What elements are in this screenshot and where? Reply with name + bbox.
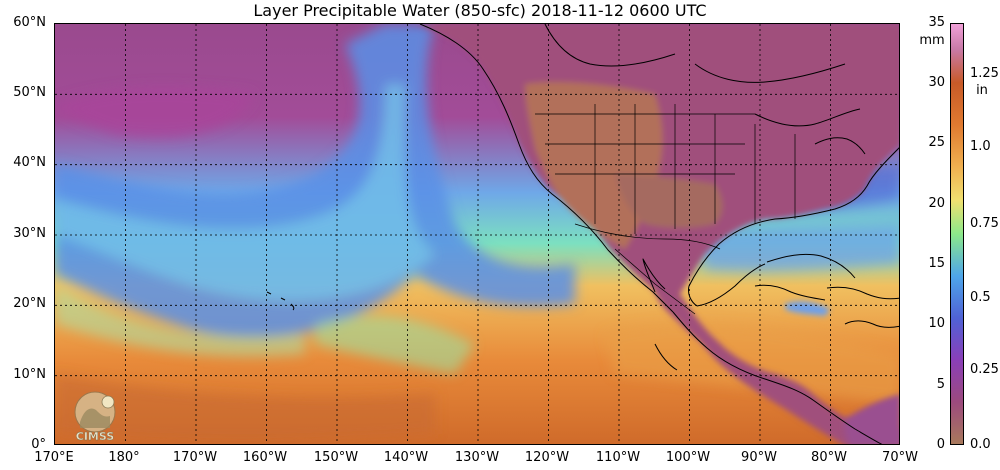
lon-label-80w: 80°W (811, 450, 847, 465)
land-south-america (844, 394, 899, 444)
in-tick-0-5: 0.5 (970, 290, 991, 305)
colorbar (950, 23, 964, 445)
in-tick-0-75: 0.75 (970, 216, 999, 231)
lon-label-170w: 170°W (172, 450, 218, 465)
lon-label-170e: 170°E (34, 450, 74, 465)
map-title: Layer Precipitable Water (850-sfc) 2018-… (253, 1, 707, 20)
in-unit-label: in (976, 83, 988, 98)
logo-text: CIMSS (76, 430, 115, 443)
lon-label-140w: 140°W (383, 450, 429, 465)
map-canvas (55, 24, 899, 444)
lon-label-100w: 100°W (665, 450, 711, 465)
lat-lon-gridlines (55, 24, 899, 444)
mm-tick-30: 30 (928, 75, 945, 90)
mm-tick-35: 35 (928, 15, 945, 30)
lat-label-30n: 30°N (13, 226, 46, 241)
mm-tick-15: 15 (928, 256, 945, 271)
precipitable-water-map (54, 23, 900, 445)
lat-label-60n: 60°N (13, 15, 46, 30)
cimss-logo: CIMSS (74, 391, 116, 443)
in-tick-0-0: 0.0 (970, 437, 991, 452)
lon-label-90w: 90°W (741, 450, 777, 465)
lon-label-70w: 70°W (882, 450, 918, 465)
lat-label-20n: 20°N (13, 296, 46, 311)
lon-label-180: 180° (108, 450, 140, 465)
coastlines (266, 24, 899, 444)
mm-tick-20: 20 (928, 196, 945, 211)
lat-label-10n: 10°N (13, 367, 46, 382)
lon-label-160w: 160°W (242, 450, 288, 465)
mm-unit-label: mm (919, 33, 945, 48)
in-tick-1-25: 1.25 (970, 66, 999, 81)
lon-label-130w: 130°W (454, 450, 500, 465)
mm-tick-10: 10 (928, 316, 945, 331)
lon-label-120w: 120°W (524, 450, 570, 465)
lat-label-0: 0° (31, 437, 46, 452)
land-north-america (415, 24, 899, 444)
in-tick-0-25: 0.25 (970, 362, 999, 377)
lon-label-110w: 110°W (595, 450, 641, 465)
lat-label-50n: 50°N (13, 85, 46, 100)
mm-tick-5: 5 (936, 377, 945, 392)
mm-tick-0: 0 (936, 437, 945, 452)
lat-label-40n: 40°N (13, 155, 46, 170)
state-borders (535, 104, 796, 315)
in-tick-1-0: 1.0 (970, 139, 991, 154)
lon-label-150w: 150°W (313, 450, 359, 465)
mm-tick-25: 25 (928, 135, 945, 150)
